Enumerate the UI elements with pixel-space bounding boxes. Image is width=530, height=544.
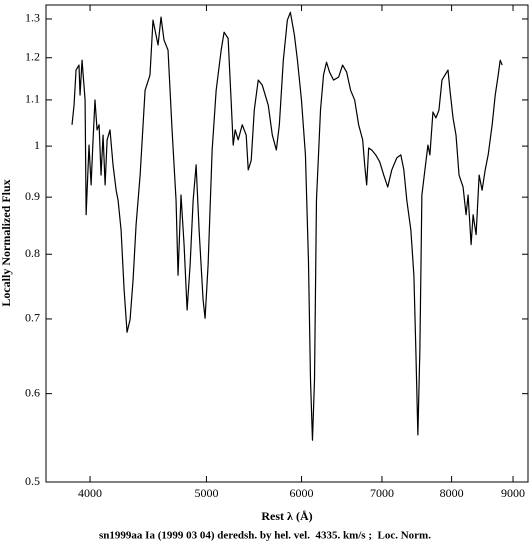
x-tick-label: 8000 xyxy=(440,486,464,500)
y-axis-label: Locally Normalized Flux xyxy=(0,179,13,306)
x-axis-label: Rest λ (Å) xyxy=(261,509,312,523)
spectrum-line xyxy=(71,11,503,441)
x-tick-label: 5000 xyxy=(194,486,218,500)
y-tick-label: 1.3 xyxy=(25,11,40,25)
x-tick-label: 9000 xyxy=(501,486,525,500)
y-tick-label: 0.9 xyxy=(25,189,40,203)
x-tick-label: 6000 xyxy=(290,486,314,500)
y-tick-label: 1 xyxy=(34,138,40,152)
chart-title: sn1999aa Ia (1999 03 04) deredsh. by hel… xyxy=(99,530,431,542)
y-tick-label: 0.7 xyxy=(25,311,40,325)
y-tick-label: 1.2 xyxy=(25,50,40,64)
plot-frame xyxy=(45,4,529,483)
y-tick-label: 0.8 xyxy=(25,246,40,260)
x-tick-label: 4000 xyxy=(78,486,102,500)
y-tick-label: 1.1 xyxy=(25,92,40,106)
x-tick-label: 7000 xyxy=(370,486,394,500)
y-tick-label: 0.5 xyxy=(25,474,40,488)
y-tick-label: 0.6 xyxy=(25,385,40,399)
